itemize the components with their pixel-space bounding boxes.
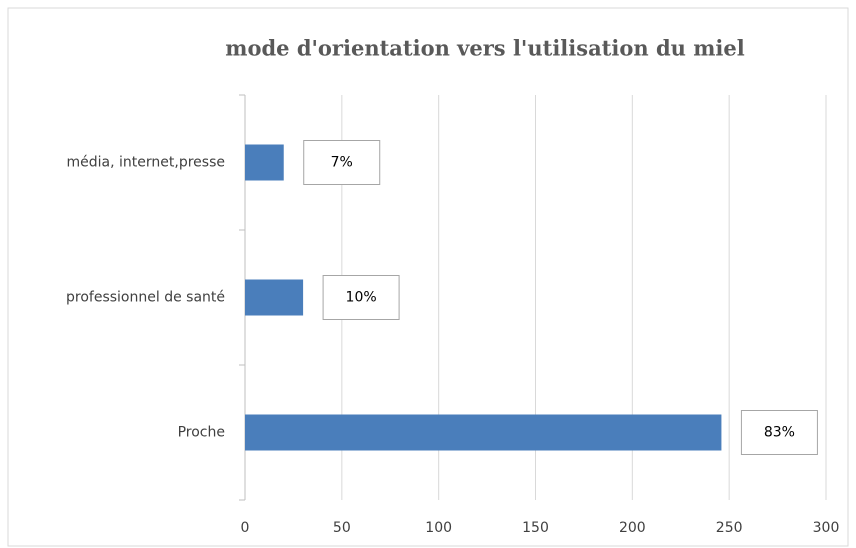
bar bbox=[245, 279, 304, 316]
data-label: 10% bbox=[346, 290, 377, 306]
x-tick-label: 250 bbox=[716, 520, 743, 536]
x-tick-label: 0 bbox=[241, 520, 250, 536]
x-tick-label: 50 bbox=[333, 520, 351, 536]
bar bbox=[245, 414, 722, 451]
x-tick-label: 300 bbox=[813, 520, 840, 536]
bar bbox=[245, 144, 284, 181]
x-tick-label: 150 bbox=[522, 520, 549, 536]
chart-title: mode d'orientation vers l'utilisation du… bbox=[225, 36, 745, 61]
y-tick-label: Proche bbox=[178, 425, 225, 441]
y-tick-label: professionnel de santé bbox=[66, 290, 225, 306]
data-label-box bbox=[740, 410, 818, 455]
data-label: 83% bbox=[764, 425, 795, 441]
x-tick-label: 100 bbox=[425, 520, 452, 536]
x-tick-label: 200 bbox=[619, 520, 646, 536]
data-label-box bbox=[322, 275, 400, 320]
data-label-box bbox=[303, 140, 381, 185]
chart-border bbox=[7, 7, 849, 547]
y-tick-label: média, internet,presse bbox=[67, 155, 225, 171]
data-label: 7% bbox=[331, 155, 353, 171]
